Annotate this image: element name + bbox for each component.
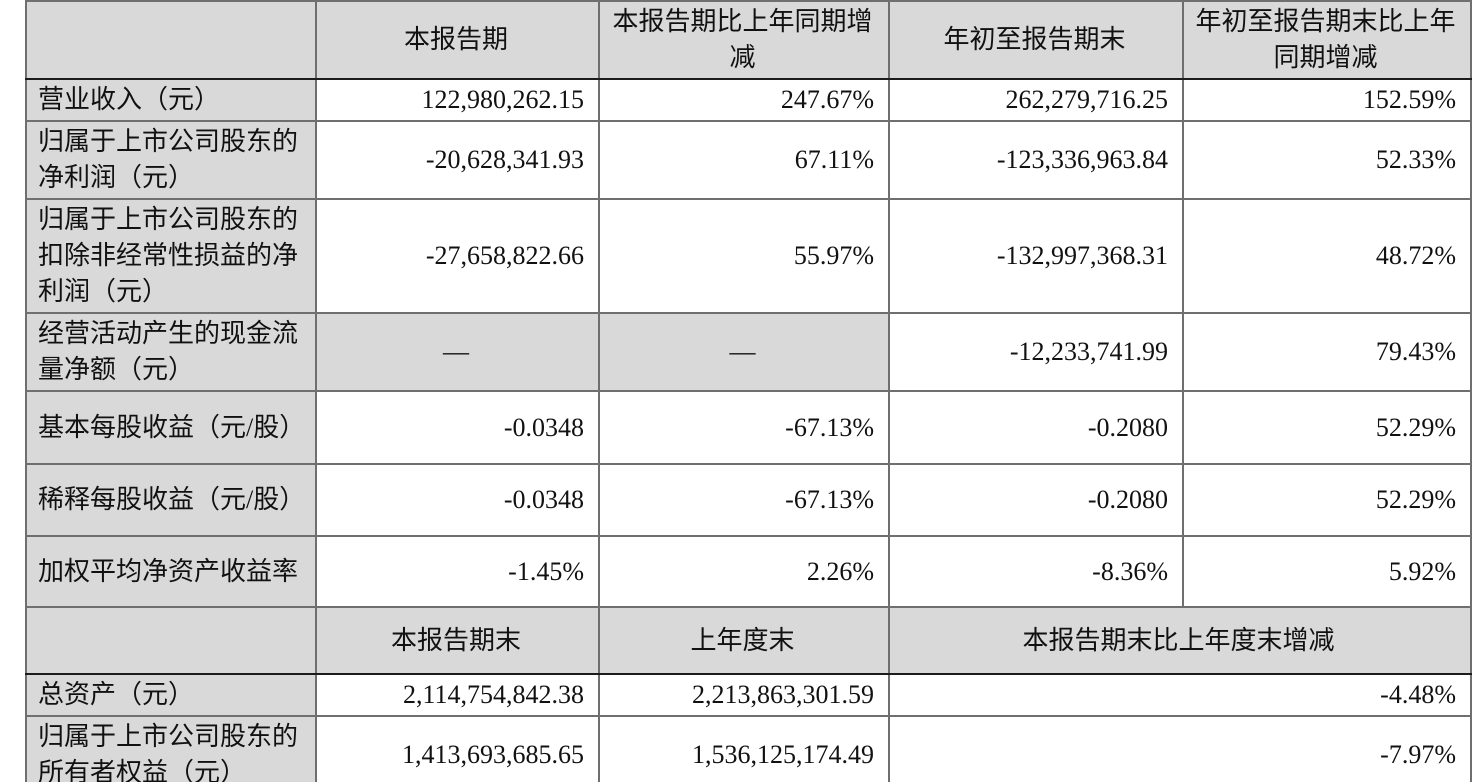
- header-row-period-end: 本报告期末 上年度末 本报告期末比上年度末增减: [25, 606, 1472, 675]
- value-ytd: -132,997,368.31: [888, 198, 1184, 314]
- header-end-of-prior-year: 上年度末: [598, 606, 890, 675]
- header-corner-cell: [25, 0, 317, 80]
- table-row-weighted-avg-roe: 加权平均净资产收益率 -1.45% 2.26% -8.36% 5.92%: [25, 535, 1472, 608]
- value-current-period-yoy: 247.67%: [598, 78, 890, 122]
- value-ytd: -12,233,741.99: [888, 312, 1184, 392]
- value-current-period: -20,628,341.93: [315, 120, 600, 200]
- row-label: 加权平均净资产收益率: [25, 535, 317, 608]
- header-row-period: 本报告期 本报告期比上年同期增减 年初至报告期末 年初至报告期末比上年同期增减: [25, 0, 1472, 80]
- value-ytd: -0.2080: [888, 390, 1184, 465]
- header-ytd: 年初至报告期末: [888, 0, 1184, 80]
- header-current-period-yoy: 本报告期比上年同期增减: [598, 0, 890, 80]
- value-ytd-yoy: 52.33%: [1182, 120, 1472, 200]
- value-current-period-yoy: 67.11%: [598, 120, 890, 200]
- value-ytd-yoy: 48.72%: [1182, 198, 1472, 314]
- value-current-period: -0.0348: [315, 463, 600, 537]
- value-ytd-yoy: 79.43%: [1182, 312, 1472, 392]
- value-ytd: 262,279,716.25: [888, 78, 1184, 122]
- header-current-period: 本报告期: [315, 0, 600, 80]
- table-row-total-assets: 总资产（元） 2,114,754,842.38 2,213,863,301.59…: [25, 673, 1472, 717]
- table-row-net-profit-excl-nonrecurring: 归属于上市公司股东的扣除非经常性损益的净利润（元） -27,658,822.66…: [25, 198, 1472, 314]
- value-ytd-yoy: 52.29%: [1182, 463, 1472, 537]
- value-end-of-period: 1,413,693,685.65: [315, 715, 600, 782]
- row-label: 归属于上市公司股东的所有者权益（元）: [25, 715, 317, 782]
- row-label: 营业收入（元）: [25, 78, 317, 122]
- header-ytd-yoy: 年初至报告期末比上年同期增减: [1182, 0, 1472, 80]
- value-current-period: -27,658,822.66: [315, 198, 600, 314]
- table-row-revenue: 营业收入（元） 122,980,262.15 247.67% 262,279,7…: [25, 78, 1472, 122]
- value-ytd-yoy: 52.29%: [1182, 390, 1472, 465]
- value-current-period-dash: —: [315, 312, 600, 392]
- row-label: 基本每股收益（元/股）: [25, 390, 317, 465]
- financial-summary-table: 本报告期 本报告期比上年同期增减 年初至报告期末 年初至报告期末比上年同期增减 …: [25, 0, 1472, 782]
- value-current-period-yoy: -67.13%: [598, 390, 890, 465]
- row-label: 稀释每股收益（元/股）: [25, 463, 317, 537]
- value-current-period-yoy: -67.13%: [598, 463, 890, 537]
- row-label: 总资产（元）: [25, 673, 317, 717]
- value-change: -7.97%: [888, 715, 1472, 782]
- value-ytd: -0.2080: [888, 463, 1184, 537]
- value-current-period-yoy: 2.26%: [598, 535, 890, 608]
- header-corner-cell-2: [25, 606, 317, 675]
- value-current-period: -0.0348: [315, 390, 600, 465]
- value-current-period-yoy: 55.97%: [598, 198, 890, 314]
- row-label: 归属于上市公司股东的净利润（元）: [25, 120, 317, 200]
- value-ytd: -8.36%: [888, 535, 1184, 608]
- value-current-period: -1.45%: [315, 535, 600, 608]
- value-current-period-yoy-dash: —: [598, 312, 890, 392]
- value-end-of-prior-year: 2,213,863,301.59: [598, 673, 890, 717]
- value-change: -4.48%: [888, 673, 1472, 717]
- value-ytd: -123,336,963.84: [888, 120, 1184, 200]
- table-row-net-profit: 归属于上市公司股东的净利润（元） -20,628,341.93 67.11% -…: [25, 120, 1472, 200]
- header-change-vs-prior-year-end: 本报告期末比上年度末增减: [888, 606, 1472, 675]
- table-row-basic-eps: 基本每股收益（元/股） -0.0348 -67.13% -0.2080 52.2…: [25, 390, 1472, 465]
- table-row-operating-cash-flow: 经营活动产生的现金流量净额（元） — — -12,233,741.99 79.4…: [25, 312, 1472, 392]
- value-ytd-yoy: 5.92%: [1182, 535, 1472, 608]
- value-current-period: 122,980,262.15: [315, 78, 600, 122]
- value-end-of-prior-year: 1,536,125,174.49: [598, 715, 890, 782]
- table-row-equity-attributable: 归属于上市公司股东的所有者权益（元） 1,413,693,685.65 1,53…: [25, 715, 1472, 782]
- row-label: 经营活动产生的现金流量净额（元）: [25, 312, 317, 392]
- value-ytd-yoy: 152.59%: [1182, 78, 1472, 122]
- table-row-diluted-eps: 稀释每股收益（元/股） -0.0348 -67.13% -0.2080 52.2…: [25, 463, 1472, 537]
- value-end-of-period: 2,114,754,842.38: [315, 673, 600, 717]
- row-label: 归属于上市公司股东的扣除非经常性损益的净利润（元）: [25, 198, 317, 314]
- header-end-of-period: 本报告期末: [315, 606, 600, 675]
